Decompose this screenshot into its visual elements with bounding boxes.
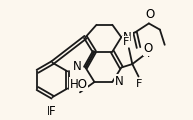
Text: F: F (147, 49, 153, 59)
Text: O: O (145, 8, 154, 21)
Text: N: N (123, 31, 132, 44)
Text: N: N (73, 60, 81, 73)
Text: F: F (123, 37, 129, 47)
Text: F: F (136, 79, 142, 89)
Text: N: N (114, 75, 123, 88)
Text: F: F (47, 105, 54, 118)
Text: HO: HO (69, 78, 88, 91)
Text: F: F (49, 105, 56, 118)
Text: O: O (143, 42, 153, 55)
